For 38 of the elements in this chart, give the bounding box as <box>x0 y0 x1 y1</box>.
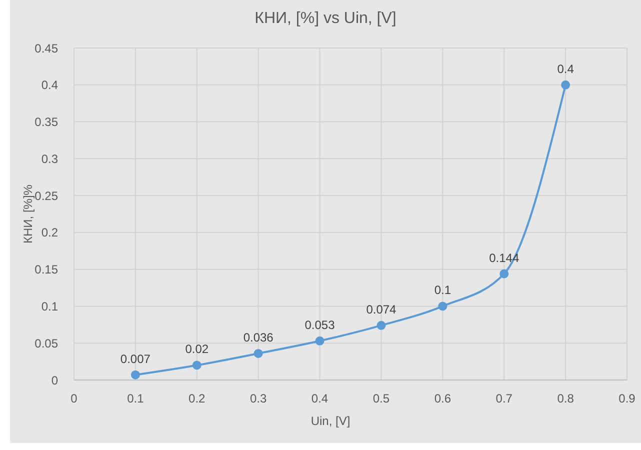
point <box>500 269 509 278</box>
data-label: 0.1 <box>434 283 452 298</box>
x-tick-label: 0.2 <box>188 392 206 406</box>
x-tick-label: 0.8 <box>557 392 574 406</box>
x-tick-label: 0.5 <box>372 392 390 406</box>
x-tick-label: 0.1 <box>127 392 144 406</box>
chart-title: КНИ, [%] vs Uin, [V] <box>254 10 396 27</box>
y-tick-label: 0.1 <box>41 299 58 314</box>
point <box>438 302 448 311</box>
point <box>254 348 263 358</box>
y-tick-label: 0.05 <box>34 336 58 350</box>
x-tick-label: 0.9 <box>618 392 636 406</box>
point <box>130 370 140 380</box>
y-tick-label: 0.15 <box>34 262 58 277</box>
data-label: 0.074 <box>366 302 397 316</box>
point <box>561 80 570 90</box>
point <box>315 336 324 346</box>
y-tick-label: 0.2 <box>41 226 58 240</box>
point <box>192 360 202 370</box>
data-label: 0.053 <box>304 318 336 332</box>
data-label: 0.02 <box>185 342 209 356</box>
x-tick-label: 0.6 <box>434 392 452 406</box>
data-label: 0.007 <box>120 352 151 366</box>
y-tick-label: 0.25 <box>34 188 58 203</box>
x-axis-title: Uin, [V] <box>310 414 350 428</box>
y-tick-label: 0.35 <box>34 115 58 130</box>
point <box>376 320 386 330</box>
y-tick-label: 0.45 <box>34 41 58 56</box>
x-tick-label: 0.3 <box>250 392 267 406</box>
x-tick-label: 0.7 <box>496 392 513 406</box>
x-tick-label: 0.4 <box>311 392 328 406</box>
x-tick-label: 0 <box>70 392 78 406</box>
y-tick-label: 0.3 <box>41 152 58 166</box>
data-label: 0.036 <box>243 330 274 344</box>
y-tick-label: 0.4 <box>41 78 58 92</box>
data-label: 0.4 <box>557 62 574 76</box>
y-tick-label: 0 <box>51 373 58 388</box>
y-axis-title: КНИ, [%]% <box>21 184 35 244</box>
